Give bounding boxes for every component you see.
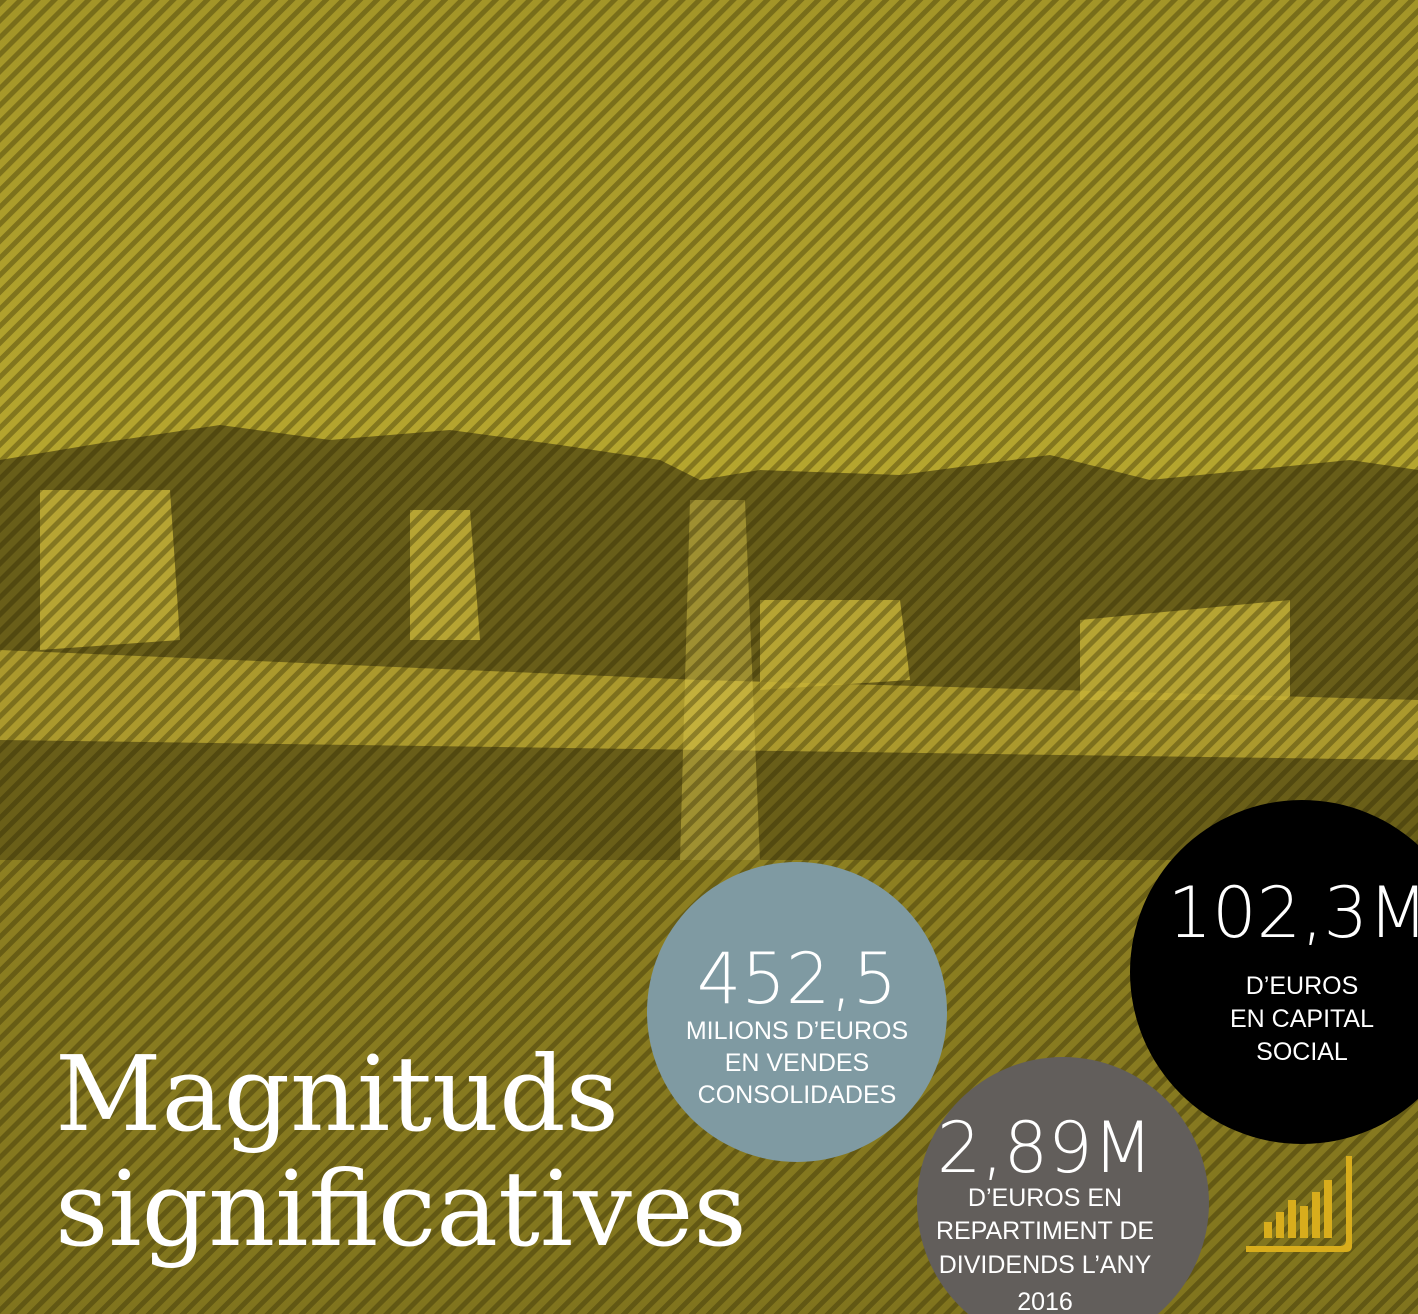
title-line: Magnituds: [55, 1033, 619, 1155]
stat-label: 2016: [1017, 1288, 1073, 1314]
hero: Magnituds significatives 452,5 MILIONS D…: [0, 0, 1418, 1314]
stat-label: SOCIAL: [1256, 1038, 1348, 1066]
stat-label: DIVIDENDS L’ANY: [939, 1251, 1152, 1279]
stat-label: MILIONS D’EUROS: [686, 1017, 908, 1045]
stat-label: D’EUROS: [1246, 972, 1359, 1000]
stat-label: D’EUROS EN: [968, 1184, 1122, 1212]
stat-label: EN VENDES: [725, 1049, 869, 1077]
stat-label: CONSOLIDADES: [698, 1081, 897, 1109]
stat-value: 102,3M: [1168, 872, 1418, 954]
title-line: significatives: [55, 1148, 747, 1270]
stat-label: EN CAPITAL: [1230, 1005, 1374, 1033]
stat-value: 2,89M: [937, 1107, 1153, 1189]
stat-label: REPARTIMENT DE: [936, 1217, 1154, 1245]
page: Magnituds significatives 452,5 MILIONS D…: [0, 0, 1418, 1314]
stat-value: 452,5: [697, 938, 897, 1020]
